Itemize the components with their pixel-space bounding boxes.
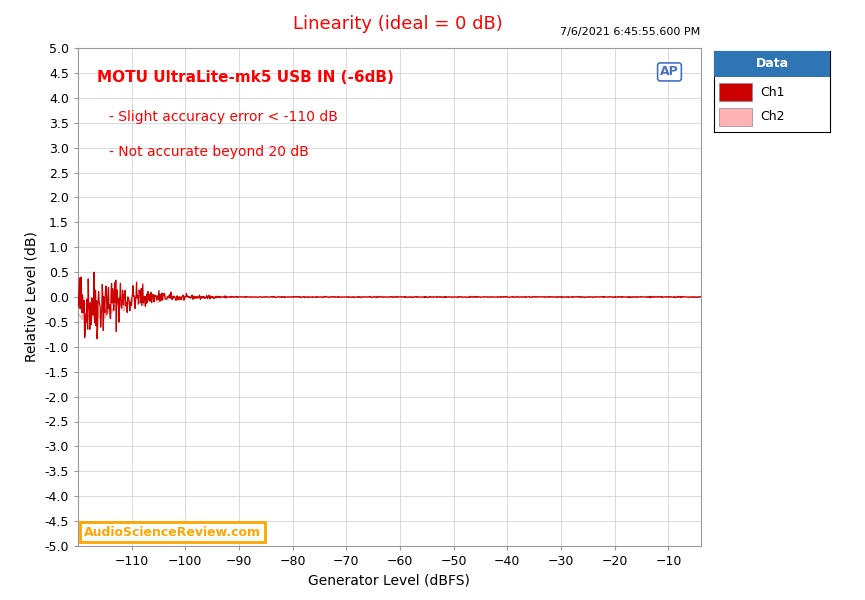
Text: AudioScienceReview.com: AudioScienceReview.com [84,526,261,539]
X-axis label: Generator Level (dBFS): Generator Level (dBFS) [308,574,471,587]
Bar [720,83,753,101]
Text: Ch2: Ch2 [760,110,785,123]
Bar [720,107,753,125]
Text: Aƒ: Aƒ [662,65,679,79]
Text: - Not accurate beyond 20 dB: - Not accurate beyond 20 dB [109,145,309,159]
Bar [714,51,830,77]
Text: Linearity (ideal = 0 dB): Linearity (ideal = 0 dB) [293,15,503,33]
Text: Data: Data [755,57,789,70]
Text: MOTU UltraLite-mk5 USB IN (-6dB): MOTU UltraLite-mk5 USB IN (-6dB) [97,70,394,85]
Text: Ch1: Ch1 [760,86,785,99]
Text: 7/6/2021 6:45:55.600 PM: 7/6/2021 6:45:55.600 PM [561,27,701,37]
Text: - Slight accuracy error < -110 dB: - Slight accuracy error < -110 dB [109,110,338,124]
Text: AP: AP [660,65,679,79]
Y-axis label: Relative Level (dB): Relative Level (dB) [25,232,39,362]
